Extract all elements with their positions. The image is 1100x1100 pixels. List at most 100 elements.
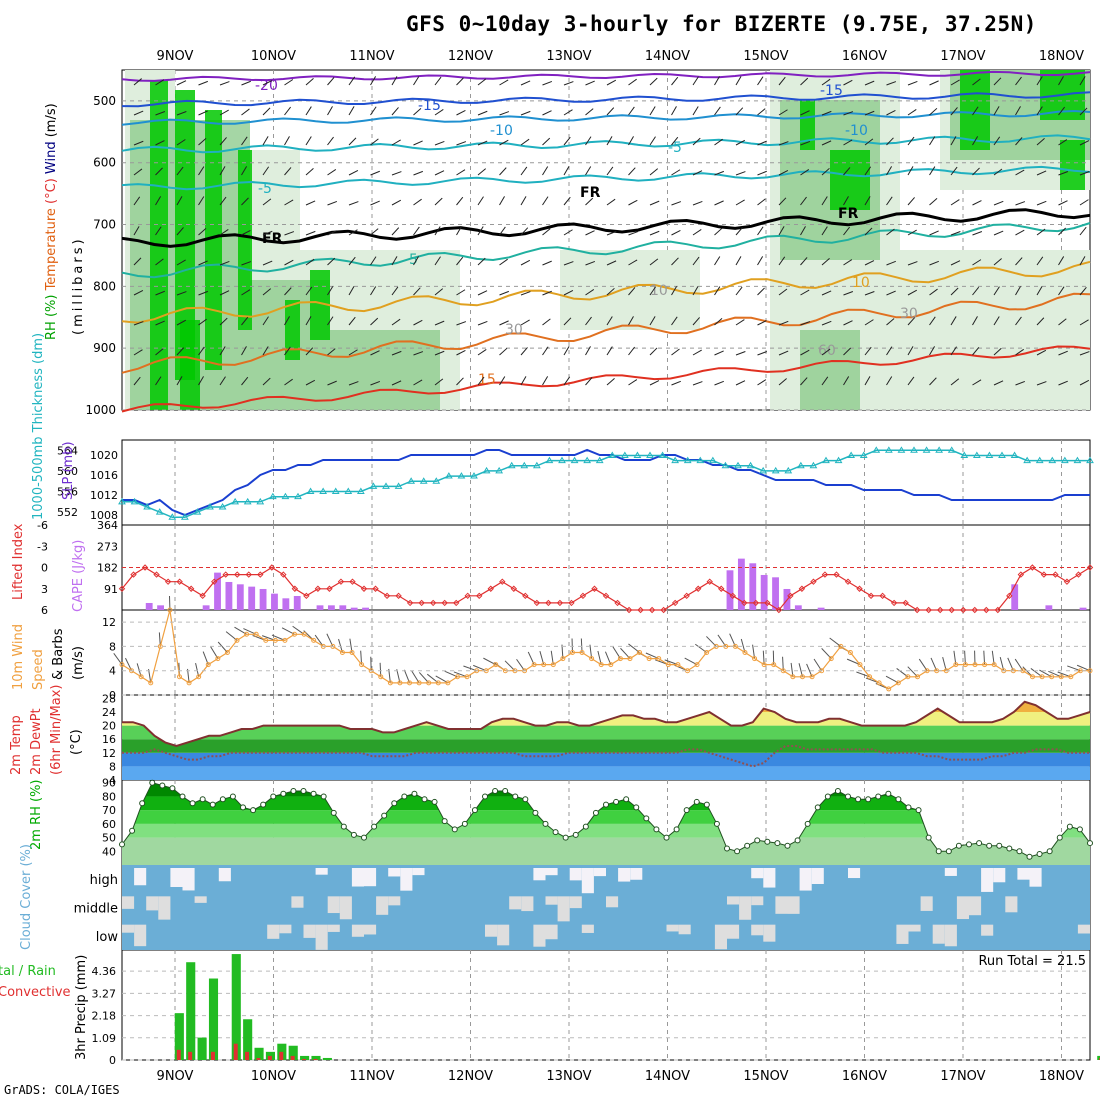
wind-speed-marker: [445, 680, 451, 686]
isotherm-line: [121, 70, 1091, 82]
wind-barb: [606, 107, 615, 116]
rh-tick-label: 40: [102, 845, 116, 858]
wind-barb: [843, 347, 852, 356]
rh-marker: [643, 815, 650, 822]
wind-speed-marker: [656, 656, 662, 662]
cape-bar: [1011, 584, 1019, 610]
wind-barb: [241, 197, 249, 206]
wind-barb: [477, 168, 487, 176]
rh-band: [122, 810, 1090, 824]
thickness-marker: [1086, 456, 1094, 464]
wind-barb: [628, 78, 637, 86]
wind-barb: [284, 79, 294, 86]
wind-barb: [1036, 170, 1047, 176]
ylabel-part: Wind: [44, 137, 59, 174]
wind-barb: [305, 316, 312, 326]
pressure-tick-label: 900: [93, 341, 116, 355]
wind-barb: [499, 139, 509, 146]
wind-barb: [198, 196, 205, 206]
rh-marker: [381, 812, 388, 819]
cloud-cell: [581, 924, 594, 933]
wind-barb: [692, 286, 699, 296]
cape-bar: [259, 588, 267, 610]
rh-marker: [592, 809, 599, 816]
cloud-cell: [279, 924, 292, 934]
footer-credit: GrADS: COLA/IGES: [4, 1083, 120, 1097]
wind-barb: [284, 316, 290, 326]
cloud-cell: [1005, 896, 1018, 913]
thickness-ylabel: 1000-500mb Thickness (dm): [31, 333, 46, 520]
lifted-marker: [280, 571, 287, 578]
rh-marker: [1056, 834, 1063, 841]
wind-barb: [391, 256, 398, 266]
wind-barb: [671, 286, 678, 296]
wind-barb: [864, 110, 875, 116]
isotherm-line: [121, 91, 1091, 108]
cloud-cell: [569, 868, 582, 881]
wind-barb: [563, 109, 573, 116]
wind-barb: [520, 166, 528, 176]
wind-barb: [348, 106, 355, 116]
lifted-marker: [752, 599, 760, 607]
wind-barb: [520, 376, 527, 386]
cloud-cell: [606, 896, 619, 908]
wind-barb: [585, 288, 595, 296]
lifted-marker: [349, 578, 356, 585]
thickness-marker: [218, 502, 227, 510]
wind-barb: [198, 290, 209, 296]
cloud-row-label: middle: [74, 902, 118, 917]
wind-barb: [391, 350, 402, 356]
wind-barb: [241, 346, 247, 356]
wind-barb: [1036, 317, 1045, 326]
cloud-cell: [303, 924, 316, 938]
wind-barb: [929, 316, 936, 326]
wind-speed-marker: [1058, 674, 1064, 680]
wind-barb: [477, 320, 488, 326]
wind-barb: [649, 258, 659, 266]
x-tick-label-bottom: 9NOV: [157, 1069, 194, 1084]
upper-air-ylabel: RH (%) Temperature (°C) Wind (m/s): [44, 103, 59, 340]
thickness-marker: [872, 446, 881, 453]
wind-barb: [133, 376, 141, 386]
wind-barb: [800, 77, 809, 86]
wind-barb: [1079, 107, 1088, 116]
rh-marker: [683, 807, 690, 814]
temp-tick-label: 8: [109, 760, 116, 773]
cloud-cell: [557, 896, 570, 922]
wind-barb: [843, 320, 853, 326]
wind-barb: [757, 351, 768, 356]
wind-speed-marker: [886, 686, 892, 692]
wind-barb: [499, 196, 505, 206]
rh-marker: [925, 834, 932, 841]
lifted-marker: [176, 578, 183, 585]
rh-marker: [260, 801, 267, 808]
wind-speed-marker: [637, 650, 643, 655]
wind-barb: [864, 346, 872, 356]
wind-barb: [886, 166, 893, 176]
wind-barb: [1015, 106, 1021, 116]
wind-barb: [671, 257, 679, 266]
thickness-marker: [734, 461, 742, 469]
x-tick-label-bottom: 14NOV: [645, 1069, 690, 1084]
lifted-marker: [856, 585, 863, 592]
wind-barb: [929, 107, 938, 116]
wind-barb: [585, 377, 593, 386]
wind-barb: [477, 348, 487, 356]
cape-bar: [362, 607, 369, 610]
thickness-marker: [457, 472, 466, 479]
wind-barb: [305, 258, 315, 266]
cloud-cell: [388, 868, 401, 877]
isotherm-line: [121, 222, 1091, 279]
precip-conv-bar: [313, 1058, 318, 1060]
thickness-marker: [545, 456, 554, 464]
rh-marker: [996, 842, 1003, 849]
wind-barb: [1079, 140, 1090, 146]
wind-barb: [843, 226, 851, 236]
wind-barb: [284, 167, 292, 176]
lifted-marker: [591, 585, 598, 592]
wind-barb: [176, 319, 187, 326]
wind-barb: [778, 109, 788, 116]
precip-total-bar: [208, 978, 219, 1060]
wind-barb: [327, 286, 334, 296]
rh-marker: [824, 793, 831, 800]
